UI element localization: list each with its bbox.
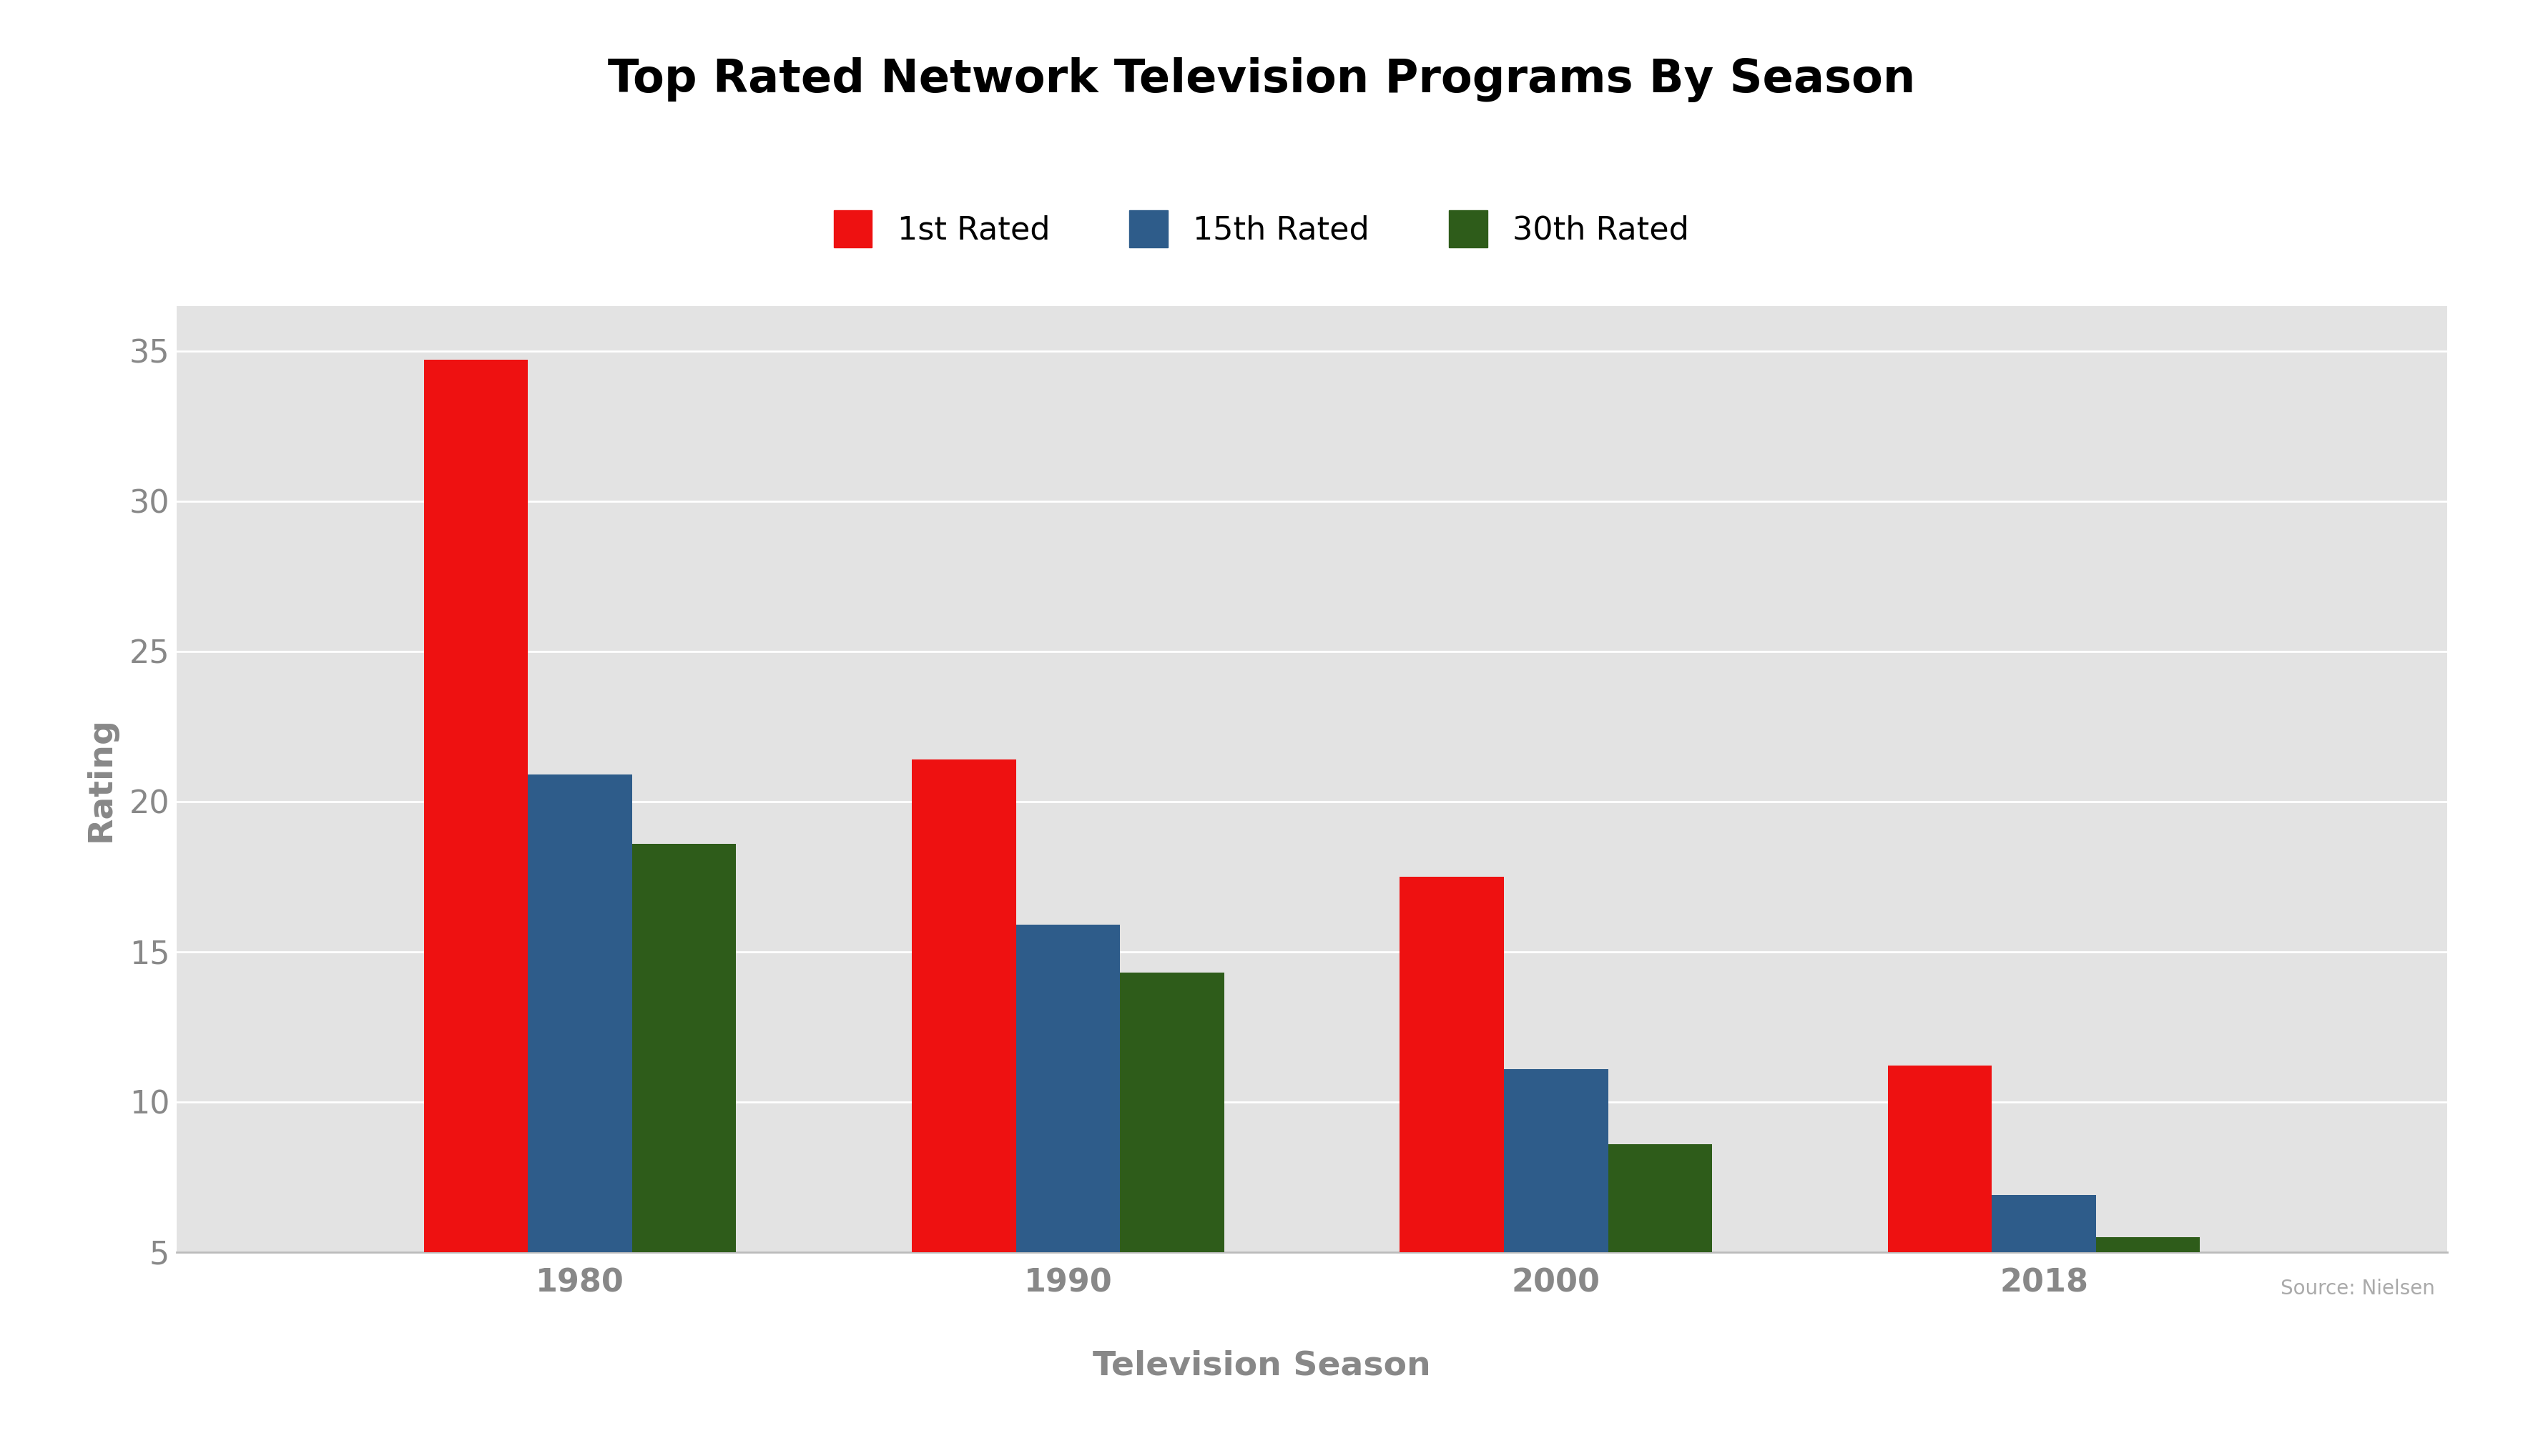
Bar	[633, 843, 737, 1402]
Bar	[1991, 1195, 2097, 1402]
Bar	[1120, 973, 1224, 1402]
Bar	[1504, 1069, 1607, 1402]
Text: Television Season: Television Season	[1092, 1350, 1431, 1382]
Y-axis label: Rating: Rating	[86, 716, 116, 842]
Legend: 1st Rated, 15th Rated, 30th Rated: 1st Rated, 15th Rated, 30th Rated	[820, 198, 1703, 261]
Bar	[911, 760, 1017, 1402]
Bar	[527, 775, 633, 1402]
Text: Source: Nielsen: Source: Nielsen	[2281, 1278, 2435, 1299]
Bar	[1400, 877, 1504, 1402]
Bar	[1887, 1066, 1991, 1402]
Text: Top Rated Network Television Programs By Season: Top Rated Network Television Programs By…	[608, 58, 1915, 102]
Bar	[2097, 1238, 2200, 1402]
Bar	[1017, 925, 1120, 1402]
Bar	[1607, 1144, 1713, 1402]
Bar	[424, 360, 527, 1402]
